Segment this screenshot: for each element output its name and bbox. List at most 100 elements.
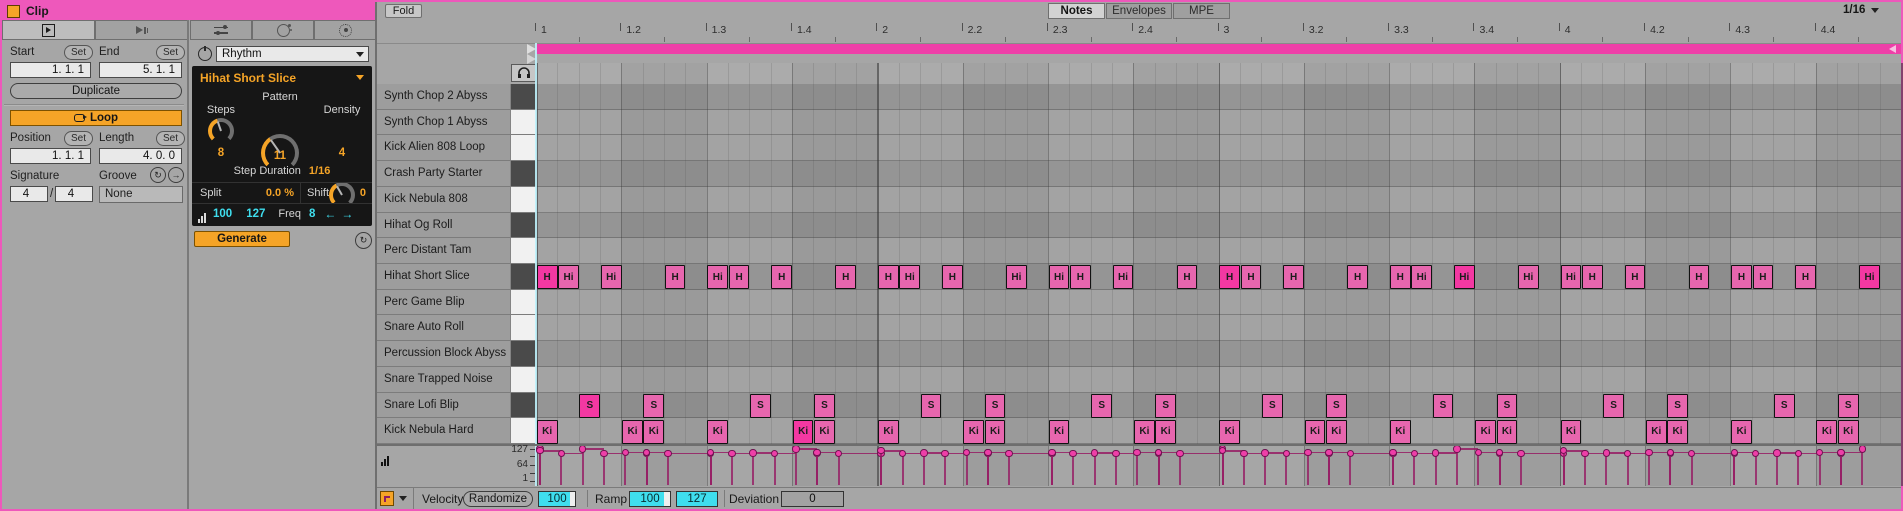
midi-note[interactable]: Ki bbox=[536, 419, 558, 444]
midi-note[interactable]: H bbox=[1624, 265, 1646, 290]
freq-left-arrow-icon[interactable]: ← bbox=[324, 207, 337, 221]
midi-note[interactable]: H bbox=[771, 265, 793, 290]
midi-note[interactable]: S bbox=[643, 393, 665, 418]
velocity-marker[interactable] bbox=[1517, 449, 1525, 458]
midi-note[interactable]: H bbox=[1240, 265, 1262, 290]
pattern-value[interactable]: 11 bbox=[273, 150, 287, 162]
clip-color-swatch[interactable] bbox=[7, 5, 20, 18]
velocity-marker[interactable] bbox=[941, 449, 949, 458]
midi-note[interactable]: H bbox=[536, 265, 558, 290]
track-name-perc-distant-tam[interactable]: Perc Distant Tam bbox=[377, 238, 510, 264]
tab-envelopes-panel[interactable] bbox=[190, 20, 252, 40]
velocity-marker[interactable] bbox=[1218, 446, 1227, 455]
track-key-cell[interactable] bbox=[510, 109, 536, 136]
track-name-synth-chop-2-abyss[interactable]: Synth Chop 2 Abyss bbox=[377, 84, 510, 110]
midi-note[interactable]: H bbox=[1347, 265, 1368, 290]
midi-note[interactable]: Ki bbox=[1667, 419, 1688, 444]
midi-note[interactable]: H bbox=[1731, 265, 1752, 290]
preset-chevron-icon[interactable] bbox=[356, 75, 364, 80]
tab-expression-panel[interactable] bbox=[314, 20, 377, 40]
velocity-marker[interactable] bbox=[1730, 448, 1739, 456]
velocity-marker[interactable] bbox=[1069, 449, 1077, 458]
midi-note[interactable]: H bbox=[1688, 265, 1710, 290]
velocity-marker[interactable] bbox=[1623, 449, 1632, 458]
length-set-button[interactable]: Set bbox=[156, 131, 186, 146]
track-name-crash-party-starter[interactable]: Crash Party Starter bbox=[377, 161, 510, 187]
start-set-button[interactable]: Set bbox=[64, 45, 94, 60]
velocity-marker[interactable] bbox=[642, 448, 651, 456]
preset-name[interactable]: Hihat Short Slice bbox=[200, 71, 297, 85]
velocity-marker[interactable] bbox=[1090, 449, 1099, 457]
ruler-label-3[interactable]: 3 bbox=[1223, 24, 1230, 36]
loop-bar[interactable] bbox=[536, 44, 1901, 54]
generate-button[interactable]: Generate bbox=[194, 231, 290, 247]
end-value-field[interactable]: 5. 1. 1 bbox=[99, 62, 182, 78]
midi-note[interactable]: Hi bbox=[1411, 265, 1432, 290]
velocity-marker[interactable] bbox=[706, 448, 715, 456]
midi-note[interactable]: Ki bbox=[1389, 419, 1411, 444]
midi-note[interactable]: Ki bbox=[1325, 419, 1347, 444]
ruler-label-3.2[interactable]: 3.2 bbox=[1308, 24, 1324, 36]
velocity-marker[interactable] bbox=[1048, 448, 1056, 456]
velocity-marker[interactable] bbox=[1687, 449, 1696, 458]
fold-button[interactable]: Fold bbox=[385, 4, 422, 18]
ruler-label-2.4[interactable]: 2.4 bbox=[1138, 24, 1153, 36]
velocity-marker[interactable] bbox=[898, 449, 907, 458]
midi-note[interactable]: S bbox=[920, 393, 942, 418]
insert-marker-line[interactable] bbox=[535, 43, 537, 486]
midi-note[interactable]: Ki bbox=[1816, 419, 1838, 444]
midi-note[interactable]: Hi bbox=[1453, 265, 1475, 290]
density-value[interactable]: 4 bbox=[338, 147, 346, 159]
midi-note[interactable]: Hi bbox=[899, 265, 921, 290]
midi-note[interactable]: Ki bbox=[984, 419, 1006, 444]
track-key-cell[interactable] bbox=[510, 315, 536, 342]
loop-toggle[interactable]: Loop bbox=[10, 110, 182, 126]
midi-note[interactable]: H bbox=[1795, 265, 1816, 290]
velocity-marker[interactable] bbox=[621, 448, 629, 456]
velocity-marker[interactable] bbox=[1666, 448, 1675, 456]
clip-start-marker-icon[interactable] bbox=[527, 54, 536, 64]
split-value[interactable]: 0.0 % bbox=[265, 187, 294, 199]
freq-value[interactable]: 8 bbox=[309, 208, 316, 220]
velocity-marker[interactable] bbox=[1751, 449, 1760, 458]
preview-headphone-button[interactable] bbox=[511, 64, 536, 82]
midi-note[interactable]: Ki bbox=[707, 419, 729, 444]
midi-note[interactable]: Ki bbox=[963, 419, 985, 444]
randomize-amount-field[interactable]: 100 bbox=[538, 491, 576, 507]
midi-note[interactable]: S bbox=[1091, 393, 1113, 418]
ruler-label-1.3[interactable]: 1.3 bbox=[711, 24, 727, 36]
grid-resolution-select[interactable]: 1/16 bbox=[1843, 4, 1880, 16]
track-key-cell[interactable] bbox=[510, 212, 536, 239]
ruler-label-1.2[interactable]: 1.2 bbox=[626, 24, 641, 36]
velocity-marker[interactable] bbox=[1794, 449, 1803, 458]
track-key-cell[interactable] bbox=[510, 418, 536, 444]
ruler-label-4.4[interactable]: 4.4 bbox=[1820, 24, 1836, 36]
midi-note[interactable]: Hi bbox=[1112, 265, 1134, 290]
velocity-marker[interactable] bbox=[1389, 448, 1397, 456]
track-key-cell[interactable] bbox=[510, 392, 536, 419]
midi-note[interactable]: S bbox=[1773, 393, 1795, 418]
velocity-marker[interactable] bbox=[1645, 448, 1653, 456]
velocity-marker[interactable] bbox=[1474, 448, 1483, 456]
track-key-cell[interactable] bbox=[510, 264, 536, 290]
device-power-icon[interactable] bbox=[198, 46, 212, 61]
velocity-marker[interactable] bbox=[1112, 449, 1120, 458]
midi-note[interactable]: Ki bbox=[1155, 419, 1177, 444]
track-name-kick-nebula-808[interactable]: Kick Nebula 808 bbox=[377, 186, 510, 213]
midi-note[interactable]: Ki bbox=[1560, 419, 1582, 444]
midi-note[interactable]: Ki bbox=[1304, 419, 1326, 444]
velocity-marker[interactable] bbox=[792, 445, 800, 453]
pattern-knob[interactable] bbox=[261, 134, 299, 172]
midi-note[interactable]: Ki bbox=[643, 419, 665, 444]
track-name-kick-alien-808-loop[interactable]: Kick Alien 808 Loop bbox=[377, 135, 510, 162]
freq-right-arrow-icon[interactable]: → bbox=[341, 207, 354, 221]
midi-note[interactable]: S bbox=[1496, 393, 1518, 418]
midi-note[interactable]: Hi bbox=[1048, 265, 1070, 290]
velocity-marker[interactable] bbox=[600, 449, 608, 458]
midi-note[interactable]: H bbox=[835, 265, 857, 290]
velocity-marker[interactable] bbox=[984, 448, 992, 456]
lane-color-button[interactable] bbox=[380, 491, 394, 506]
velocity-marker[interactable] bbox=[536, 446, 544, 455]
midi-note[interactable]: S bbox=[579, 393, 601, 418]
midi-note[interactable]: H bbox=[664, 265, 686, 290]
